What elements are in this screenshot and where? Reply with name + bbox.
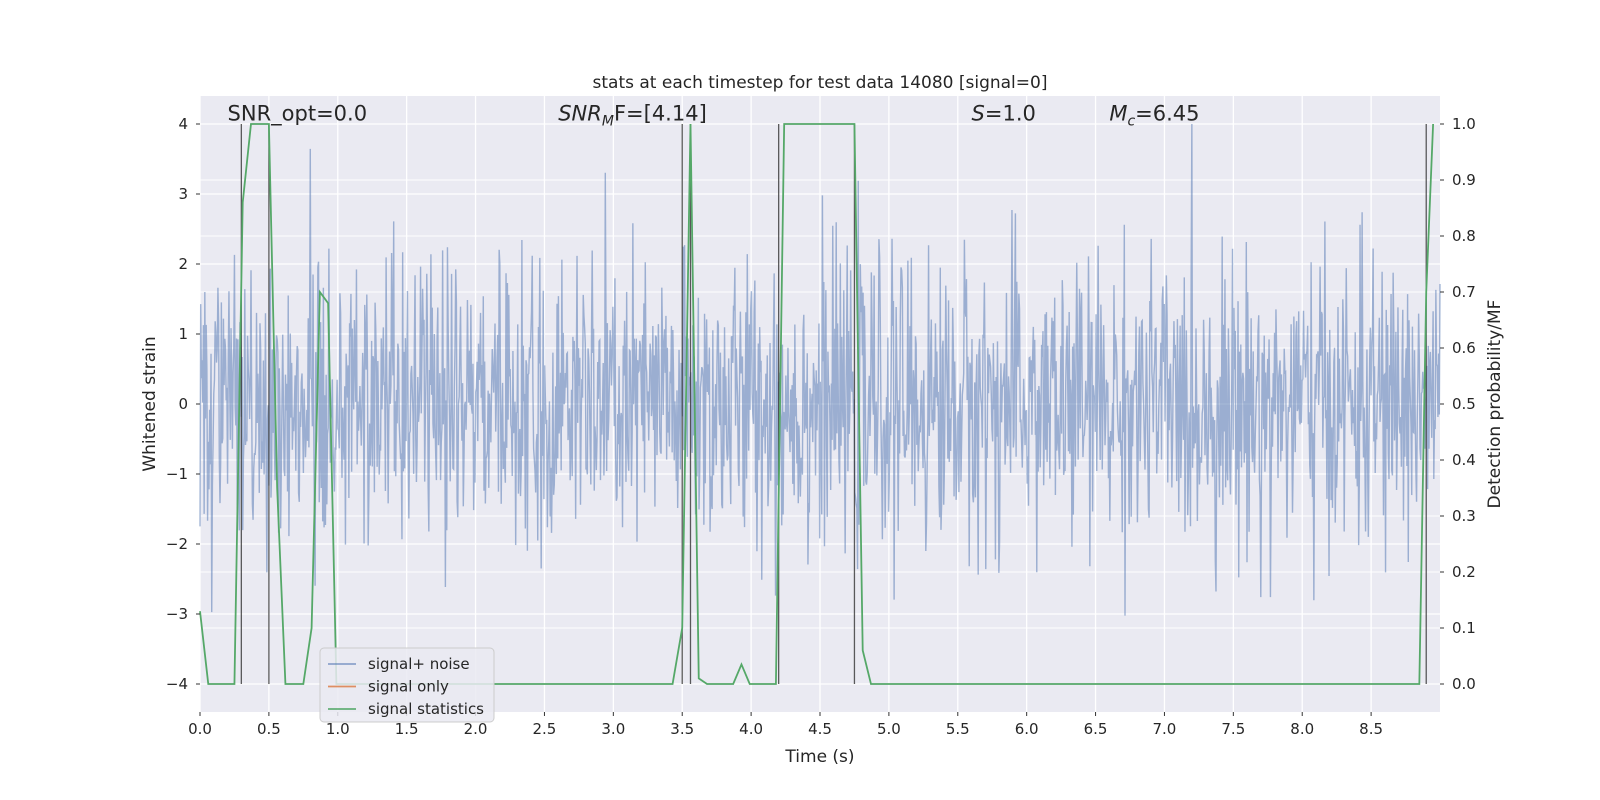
y-right-tick-label: 0.5 xyxy=(1452,395,1476,413)
x-tick-label: 7.0 xyxy=(1153,720,1177,738)
x-tick-label: 2.0 xyxy=(464,720,488,738)
x-tick-label: 4.5 xyxy=(808,720,832,738)
legend-box xyxy=(319,647,495,723)
annotations: SNR_opt=0.0 SNRMF=[4.14] S=1.0 Mc=6.45 xyxy=(228,102,1200,130)
x-tick-label: 1.0 xyxy=(326,720,350,738)
x-tick-label: 8.0 xyxy=(1290,720,1314,738)
y-right-tick-label: 0.4 xyxy=(1452,451,1476,469)
annotation-text: SNR_opt=0.0 xyxy=(228,102,368,127)
x-tick-label: 6.0 xyxy=(1015,720,1039,738)
y-left-tick-labels: 4 3 2 1 0 −1 −2 −3 −4 xyxy=(166,115,200,693)
y-right-tick-label: 0.3 xyxy=(1452,507,1476,525)
y-right-tick-label: 0.7 xyxy=(1452,283,1476,301)
x-tick-label: 3.0 xyxy=(601,720,625,738)
y-right-tick-label: 0.6 xyxy=(1452,339,1476,357)
annotation-text: S=1.0 xyxy=(972,102,1036,126)
statistics-line xyxy=(199,123,1435,685)
y-left-tick-label: 0 xyxy=(178,395,188,413)
y-right-tick-label: 0.0 xyxy=(1452,675,1476,693)
legend-label: signal statistics xyxy=(368,700,484,718)
y-left-tick-label: −1 xyxy=(166,465,188,483)
legend-label: signal+ noise xyxy=(368,655,470,673)
annotation-text: SNRMF=[4.14] xyxy=(558,102,707,130)
x-tick-label: 6.5 xyxy=(1084,720,1108,738)
x-tick-label: 1.5 xyxy=(395,720,419,738)
chart-title: stats at each timestep for test data 140… xyxy=(593,73,1048,93)
x-tick-label: 5.0 xyxy=(877,720,901,738)
annotation-text: Mc=6.45 xyxy=(1109,102,1199,130)
y-right-tick-label: 0.9 xyxy=(1452,171,1476,189)
legend-label: signal only xyxy=(368,678,449,696)
x-tick-label: 0.5 xyxy=(257,720,281,738)
y-left-tick-label: 3 xyxy=(178,185,188,203)
y-right-tick-label: 0.1 xyxy=(1452,619,1476,637)
y-left-tick-label: −4 xyxy=(166,675,188,693)
y-left-tick-label: −3 xyxy=(166,605,188,623)
x-tick-label: 2.5 xyxy=(533,720,557,738)
x-tick-label: 7.5 xyxy=(1221,720,1245,738)
x-tick-label: 3.5 xyxy=(670,720,694,738)
y-right-tick-label: 0.8 xyxy=(1452,227,1476,245)
y-right-tick-labels: 1.0 0.9 0.8 0.7 0.6 0.5 0.4 0.3 0.2 0.1 0.0 xyxy=(1440,115,1476,693)
x-axis-label: Time (s) xyxy=(784,747,854,767)
legend: signal+ noise signal only signal statistic… xyxy=(319,647,495,723)
x-tick-label: 5.5 xyxy=(946,720,970,738)
y-left-axis-label: Whitened strain xyxy=(140,336,160,471)
x-tick-label: 4.0 xyxy=(739,720,763,738)
series-signal-statistics xyxy=(199,123,1435,685)
x-tick-label: 8.5 xyxy=(1359,720,1383,738)
y-left-tick-label: −2 xyxy=(166,535,188,553)
y-right-tick-label: 1.0 xyxy=(1452,115,1476,133)
x-tick-label: 0.0 xyxy=(188,720,212,738)
y-right-axis-label: Detection probability/MF xyxy=(1485,300,1505,509)
y-right-tick-label: 0.2 xyxy=(1452,563,1476,581)
y-left-tick-label: 4 xyxy=(178,115,188,133)
x-tick-labels: 0.0 0.5 1.0 1.5 2.0 2.5 3.0 3.5 4.0 4.5 5.0 5.5 6.0 6… xyxy=(188,712,1383,738)
y-left-tick-label: 1 xyxy=(178,325,188,343)
y-left-tick-label: 2 xyxy=(178,255,188,273)
series-signal-noise xyxy=(199,123,1441,616)
noise-line xyxy=(199,123,1441,616)
